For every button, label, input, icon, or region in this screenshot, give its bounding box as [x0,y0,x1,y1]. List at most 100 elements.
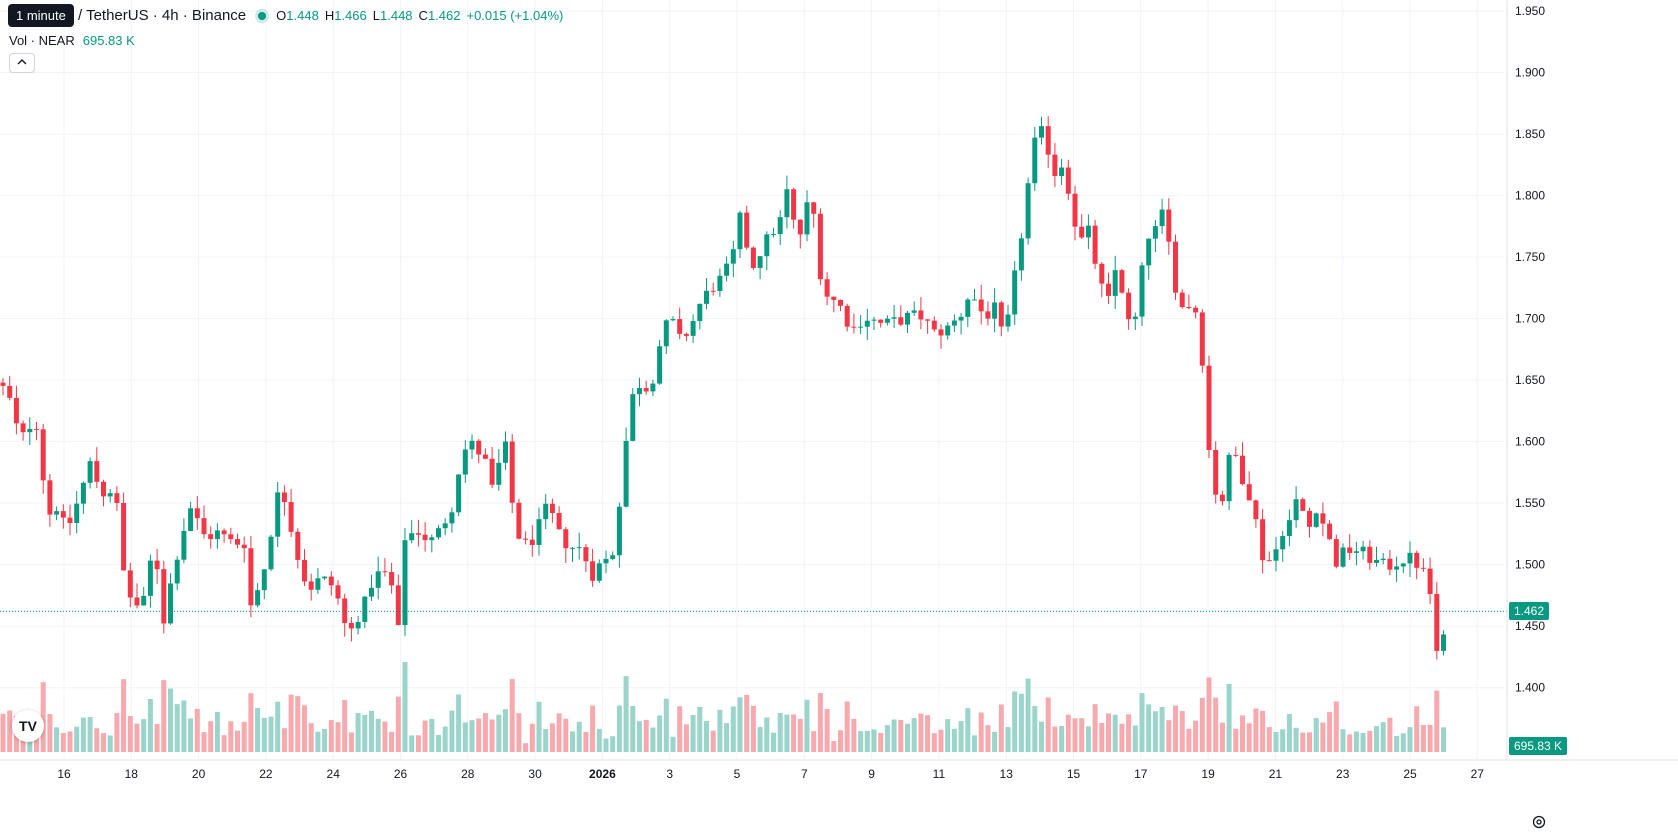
volume-bar [1025,678,1031,752]
volume-bar [1434,690,1440,752]
candle-body [911,310,917,313]
candle-body [315,578,321,590]
candle-body [724,263,730,276]
candle-body [603,558,609,564]
volume-bar [168,688,173,752]
candle-body [168,583,173,624]
volume-bar [107,735,113,752]
collapse-legend-button[interactable] [9,53,35,73]
candle-body [60,511,66,518]
volume-bar [590,705,596,752]
candle-body [891,317,897,319]
volume-bar [972,735,977,752]
candle-body [958,316,964,321]
volume-bar [1300,732,1306,752]
candle-body [1025,183,1031,239]
volume-bar [429,718,435,752]
symbol-legend[interactable]: / TetherUS · 4h · Binance O1.448 H1.466 … [78,7,563,24]
candle-body [114,493,120,503]
volume-bar [147,698,153,752]
gear-icon[interactable] [1531,814,1547,833]
candle-body [704,290,709,304]
y-tick-label: 1.600 [1515,435,1545,449]
volume-bar [308,723,314,752]
candle-body [670,319,676,321]
volume-tag: 695.83 K [1509,737,1568,755]
candle-body [1092,225,1098,264]
volume-bar [683,724,689,752]
volume-bar [1139,693,1145,752]
volume-bar [74,726,80,752]
volume-bar [771,732,776,752]
candle-body [784,189,790,218]
x-tick-label: 17 [1134,767,1148,781]
candle-body [757,256,763,268]
volume-bar [221,735,227,752]
candle-body [851,326,857,328]
candle-body [1394,566,1400,570]
volume-bar [871,729,877,752]
y-tick-label: 1.950 [1515,4,1545,18]
candle-body [529,539,535,545]
candle-body [1045,126,1051,155]
candle-body [1159,209,1165,227]
candle-body [630,394,636,441]
volume-bar [1414,706,1420,752]
candle-body [147,560,153,596]
volume-bar [101,733,106,752]
candle-body [898,317,904,325]
candle-body [1380,558,1386,560]
volume-legend[interactable]: Vol · NEAR 695.83 K [9,33,135,48]
volume-bar [1387,717,1393,752]
y-tick-label: 1.500 [1515,558,1545,572]
x-tick-label: 20 [192,767,206,781]
volume-bar [34,733,39,752]
candle-body [1313,513,1319,527]
tradingview-logo[interactable]: TV [12,710,44,742]
candle-body [489,458,495,485]
candle-body [1441,634,1446,651]
candle-body [442,523,448,529]
x-tick-label: 2026 [589,767,616,781]
volume-bar [1253,708,1259,752]
volume-bar [1159,706,1165,752]
volume-bar [449,710,455,752]
volume-bar [482,713,488,752]
volume-bar [710,730,716,752]
volume-bar [208,721,214,752]
candle-body [817,213,823,280]
volume-bar [255,708,261,752]
candle-body [791,189,797,220]
candle-body [402,540,408,626]
volume-bar [40,682,46,752]
candle-body [1240,455,1245,485]
interval-tooltip: 1 minute [8,4,74,27]
volume-bar [489,719,495,752]
y-tick-label: 1.750 [1515,250,1545,264]
volume-bar [1039,721,1044,752]
x-tick-label: 22 [259,767,273,781]
volume-bar [1441,727,1446,752]
volume-bar [1119,723,1125,752]
volume-bar [127,715,133,752]
candle-body [221,530,227,535]
volume-bar [650,727,656,752]
y-tick-label: 1.850 [1515,127,1545,141]
candle-body [871,319,877,321]
volume-bar [1280,729,1286,752]
volume-bar [1186,728,1192,752]
candle-body [27,428,33,433]
volume-bar [141,719,147,752]
candle-body [563,529,569,549]
volume-bar [1099,722,1105,752]
candle-body [214,530,220,540]
y-tick-label: 1.450 [1515,619,1545,633]
symbol-title[interactable]: / TetherUS · 4h · Binance [78,7,247,24]
candle-body [34,428,39,430]
volume-bar [556,713,562,752]
volume-bar [1092,704,1098,752]
volume-bar [1420,725,1426,752]
volume-bar [1427,724,1433,752]
candle-body [342,598,348,623]
